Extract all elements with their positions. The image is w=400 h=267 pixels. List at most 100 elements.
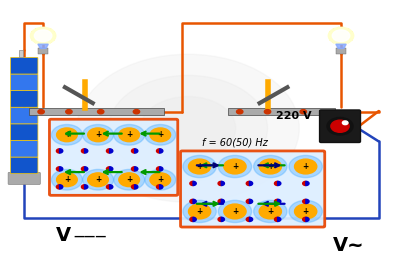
- Circle shape: [236, 109, 243, 114]
- Text: +: +: [64, 130, 70, 139]
- Text: +: +: [64, 175, 70, 184]
- Polygon shape: [221, 181, 224, 186]
- Polygon shape: [110, 149, 113, 153]
- Circle shape: [114, 124, 145, 145]
- Circle shape: [224, 159, 246, 174]
- Polygon shape: [221, 199, 224, 203]
- Circle shape: [289, 155, 322, 178]
- Circle shape: [52, 170, 82, 190]
- Polygon shape: [274, 199, 278, 203]
- Polygon shape: [156, 167, 160, 171]
- Polygon shape: [160, 185, 163, 189]
- Circle shape: [328, 27, 354, 44]
- Circle shape: [119, 128, 140, 142]
- Polygon shape: [132, 185, 135, 189]
- Polygon shape: [135, 149, 138, 153]
- FancyBboxPatch shape: [10, 140, 38, 157]
- Circle shape: [218, 155, 252, 178]
- Circle shape: [57, 128, 77, 142]
- Polygon shape: [106, 167, 110, 171]
- Polygon shape: [193, 181, 196, 186]
- Text: +: +: [157, 130, 164, 139]
- Circle shape: [38, 109, 44, 114]
- FancyBboxPatch shape: [8, 172, 40, 184]
- Polygon shape: [218, 199, 221, 203]
- Text: +: +: [196, 162, 203, 171]
- Circle shape: [218, 200, 252, 222]
- Circle shape: [332, 30, 350, 42]
- Circle shape: [133, 109, 140, 114]
- Text: +: +: [232, 162, 238, 171]
- Polygon shape: [190, 217, 193, 222]
- FancyBboxPatch shape: [10, 91, 38, 107]
- Polygon shape: [56, 167, 60, 171]
- Polygon shape: [278, 181, 281, 186]
- Polygon shape: [160, 149, 163, 153]
- Circle shape: [188, 159, 211, 174]
- Bar: [38, 48, 48, 54]
- Circle shape: [183, 155, 216, 178]
- Polygon shape: [274, 217, 278, 222]
- Polygon shape: [218, 181, 221, 186]
- Circle shape: [145, 124, 176, 145]
- Text: +: +: [126, 175, 132, 184]
- Polygon shape: [132, 167, 135, 171]
- Polygon shape: [106, 149, 110, 153]
- Circle shape: [52, 124, 82, 145]
- FancyBboxPatch shape: [180, 151, 325, 227]
- Circle shape: [88, 128, 108, 142]
- Polygon shape: [85, 149, 88, 153]
- Bar: [336, 48, 346, 54]
- Text: ———: ———: [73, 231, 106, 242]
- Polygon shape: [106, 185, 110, 189]
- Circle shape: [88, 173, 108, 187]
- Text: f = 60(50) Hz: f = 60(50) Hz: [202, 138, 268, 148]
- Polygon shape: [60, 185, 63, 189]
- Polygon shape: [82, 149, 85, 153]
- Polygon shape: [218, 217, 221, 222]
- Polygon shape: [274, 181, 278, 186]
- Circle shape: [150, 173, 171, 187]
- Polygon shape: [132, 149, 135, 153]
- Polygon shape: [306, 199, 309, 203]
- Circle shape: [119, 173, 140, 187]
- Polygon shape: [221, 217, 224, 222]
- Text: V~: V~: [333, 236, 365, 255]
- Polygon shape: [135, 167, 138, 171]
- Polygon shape: [336, 44, 346, 48]
- Polygon shape: [82, 167, 85, 171]
- Circle shape: [327, 118, 353, 135]
- Polygon shape: [250, 199, 253, 203]
- Circle shape: [188, 204, 211, 219]
- Polygon shape: [190, 199, 193, 203]
- Polygon shape: [85, 167, 88, 171]
- Circle shape: [264, 109, 271, 114]
- Circle shape: [254, 155, 287, 178]
- Text: +: +: [302, 162, 309, 171]
- Circle shape: [294, 204, 317, 219]
- Circle shape: [145, 170, 176, 190]
- Polygon shape: [82, 185, 85, 189]
- Text: +: +: [267, 207, 274, 216]
- Polygon shape: [38, 44, 48, 48]
- Circle shape: [98, 109, 104, 114]
- FancyBboxPatch shape: [50, 119, 178, 195]
- Text: +: +: [95, 130, 101, 139]
- Polygon shape: [303, 217, 306, 222]
- Circle shape: [259, 204, 282, 219]
- Bar: [228, 108, 335, 115]
- Text: +: +: [232, 207, 238, 216]
- Polygon shape: [160, 167, 163, 171]
- Circle shape: [300, 109, 306, 114]
- FancyBboxPatch shape: [320, 110, 360, 143]
- Circle shape: [82, 170, 114, 190]
- FancyBboxPatch shape: [10, 157, 38, 174]
- Polygon shape: [60, 167, 63, 171]
- Circle shape: [34, 30, 52, 42]
- Bar: [29, 108, 164, 115]
- FancyBboxPatch shape: [10, 124, 38, 140]
- Text: 220 V: 220 V: [276, 111, 311, 121]
- Polygon shape: [278, 217, 281, 222]
- Text: +: +: [157, 175, 164, 184]
- Circle shape: [331, 120, 349, 132]
